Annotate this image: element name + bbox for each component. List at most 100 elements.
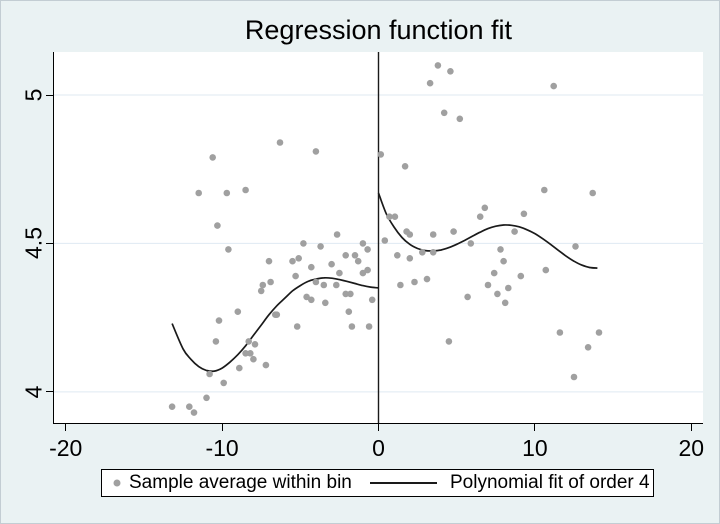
scatter-point [423, 275, 431, 283]
scatter-point [359, 240, 367, 247]
scatter-point [584, 344, 592, 351]
y-tick-label: 5 [20, 88, 47, 102]
scatter-point [251, 341, 259, 348]
scatter-point [342, 290, 350, 298]
scatter-point [342, 252, 350, 259]
scatter-point [242, 186, 249, 194]
scatter-point [348, 323, 356, 330]
x-tick-label: 20 [678, 435, 705, 461]
scatter-point [317, 243, 324, 250]
scatter-point [406, 231, 414, 238]
x-tick [534, 423, 536, 431]
y-tick [46, 391, 54, 393]
scatter-point [377, 151, 385, 158]
scatter-point [467, 240, 475, 247]
scatter-point [401, 163, 409, 170]
scatter-point [419, 249, 426, 256]
scatter-point [273, 311, 281, 319]
scatter-point [476, 213, 484, 220]
scatter-point [234, 308, 242, 316]
scatter-point [542, 266, 550, 274]
scatter-point [265, 257, 273, 265]
scatter-point [242, 350, 249, 357]
scatter-point [368, 296, 376, 304]
scatter-point [447, 68, 454, 75]
scatter-point [225, 246, 232, 253]
scatter-point [300, 240, 307, 247]
legend-scatter-marker [113, 479, 121, 487]
scatter-point [186, 403, 193, 411]
scatter-point [333, 281, 340, 289]
scatter-point [494, 290, 501, 298]
scatter-point [262, 361, 270, 369]
scatter-point [359, 269, 367, 277]
scatter-point [386, 213, 393, 220]
legend-scatter-label: Sample average within bin [129, 472, 352, 493]
scatter-point [445, 338, 453, 345]
scatter-point [429, 231, 437, 238]
scatter-point [497, 246, 504, 253]
scatter-point [541, 186, 548, 194]
scatter-point [484, 281, 492, 289]
scatter-point [293, 323, 301, 330]
scatter-point [450, 228, 457, 235]
scatter-point [267, 278, 274, 286]
scatter-point [406, 254, 414, 262]
y-tick-label: 4 [20, 385, 47, 399]
scatter-point [456, 115, 464, 123]
scatter-point [312, 148, 320, 155]
scatter-point [481, 204, 489, 212]
scatter-point [364, 246, 371, 253]
scatter-point [212, 338, 220, 345]
scatter-point [320, 281, 328, 289]
scatter-point [520, 210, 528, 218]
scatter-point [595, 329, 603, 336]
scatter-point [322, 299, 329, 307]
scatter-point [351, 252, 359, 259]
x-tick [378, 423, 379, 431]
scatter-point [381, 237, 389, 244]
scatter-point [354, 257, 362, 265]
scatter-point [328, 260, 335, 268]
scatter-point [429, 249, 437, 256]
scatter-point [394, 252, 401, 259]
scatter-point [257, 287, 265, 295]
scatter-point [236, 364, 243, 372]
scatter-point [247, 350, 254, 357]
x-tick-label: -10 [205, 435, 239, 461]
scatter-point [490, 269, 498, 277]
scatter-point [411, 278, 418, 286]
scatter-point [364, 266, 371, 274]
scatter-point [570, 373, 578, 381]
scatter-point [220, 379, 227, 387]
scatter-point [345, 308, 353, 316]
x-tick [65, 423, 67, 431]
scatter-point [190, 409, 198, 416]
scatter-point [203, 394, 210, 402]
scatter-point [195, 189, 202, 197]
scatter-point [289, 257, 296, 265]
y-tick [46, 94, 54, 96]
scatter-point [295, 254, 303, 262]
scatter-point [397, 281, 404, 289]
scatter-point [347, 290, 354, 298]
scatter-point [276, 139, 284, 146]
scatter-point [517, 272, 525, 280]
scatter-point [206, 370, 213, 378]
scatter-point [312, 278, 320, 286]
scatter-point [223, 189, 231, 197]
scatter-point [214, 222, 221, 229]
scatter-point [426, 79, 434, 87]
y-tick [46, 242, 54, 244]
chart-title: Regression function fit [244, 15, 513, 45]
scatter-point [168, 403, 176, 411]
scatter-point [250, 355, 257, 363]
scatter-point [209, 154, 216, 161]
scatter-point [308, 296, 315, 304]
scatter-point [215, 317, 223, 324]
scatter-point [501, 299, 509, 307]
scatter-point [556, 329, 564, 336]
scatter-point [505, 284, 512, 292]
